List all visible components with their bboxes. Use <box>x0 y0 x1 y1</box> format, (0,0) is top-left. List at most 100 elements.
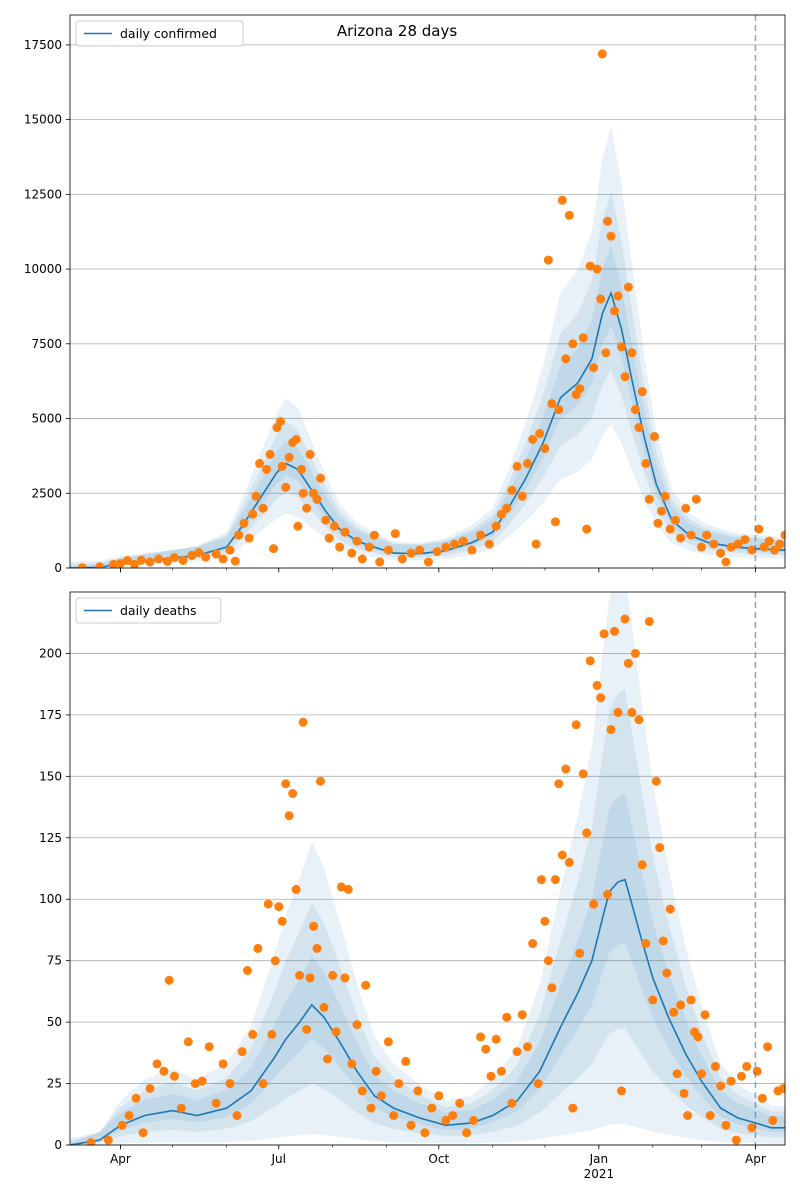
data-point <box>164 975 174 985</box>
data-point <box>775 539 785 549</box>
data-point <box>543 255 553 265</box>
data-point <box>413 1086 423 1096</box>
data-point <box>653 518 663 528</box>
data-point <box>603 889 613 899</box>
data-point <box>298 488 308 498</box>
data-point <box>731 1135 741 1145</box>
y-tick-label: 10000 <box>24 262 62 276</box>
data-point <box>291 435 301 444</box>
data-point <box>152 1059 162 1069</box>
data-point <box>502 503 512 513</box>
y-tick-label: 200 <box>39 646 62 660</box>
data-point <box>269 544 278 554</box>
data-point <box>169 553 179 562</box>
data-point <box>540 443 550 453</box>
data-point <box>705 1111 715 1120</box>
y-tick-label: 15000 <box>24 113 62 127</box>
legend-box <box>75 20 244 47</box>
data-point <box>296 464 306 474</box>
data-point <box>778 1084 785 1093</box>
data-point <box>277 461 287 471</box>
data-point <box>535 429 545 438</box>
data-point <box>540 916 550 926</box>
data-point <box>641 458 651 468</box>
legend-label: daily confirmed <box>120 26 217 41</box>
data-point <box>578 333 588 343</box>
data-point <box>617 342 626 352</box>
data-point <box>592 680 602 690</box>
data-point <box>481 1044 491 1054</box>
data-point <box>371 1066 381 1076</box>
data-point <box>578 769 588 779</box>
data-point <box>693 1032 703 1042</box>
data-point <box>277 916 287 926</box>
data-point <box>232 1111 242 1120</box>
data-point <box>517 491 527 501</box>
data-point <box>613 291 623 301</box>
uncertainty-band <box>70 592 785 1145</box>
data-point <box>599 629 609 639</box>
data-point <box>533 1079 543 1089</box>
data-point <box>512 461 522 471</box>
data-point <box>117 1120 127 1130</box>
data-point <box>617 1086 626 1096</box>
data-point <box>218 1059 228 1069</box>
data-point <box>710 1061 720 1071</box>
data-point <box>623 658 633 668</box>
data-point <box>610 626 619 636</box>
data-point <box>340 973 350 983</box>
data-point <box>681 503 691 513</box>
data-point <box>95 562 105 568</box>
data-point <box>328 970 338 980</box>
data-point <box>298 717 308 727</box>
data-point <box>634 715 644 725</box>
legend: daily deaths <box>75 597 222 624</box>
data-point <box>606 725 616 735</box>
data-point <box>740 535 750 545</box>
data-point <box>194 548 204 557</box>
data-point <box>281 482 291 492</box>
data-point <box>484 539 494 549</box>
data-point <box>582 524 592 534</box>
axes-frame <box>69 591 786 1146</box>
data-point <box>295 970 305 980</box>
data-point <box>613 707 623 717</box>
data-point <box>564 857 574 867</box>
data-point <box>103 1135 113 1145</box>
data-point <box>496 509 506 519</box>
confirmed-panel: 0 2500 5000 7500 10000 12500 15000 17500 daily c… <box>24 14 786 575</box>
data-point <box>441 1115 451 1125</box>
data-point <box>770 545 780 555</box>
data-point <box>517 1010 527 1020</box>
data-point <box>575 948 585 958</box>
uncertainty-band <box>70 793 785 1145</box>
data-point <box>178 556 188 565</box>
data-point <box>427 1103 437 1113</box>
data-point <box>648 995 658 1005</box>
data-point <box>575 384 585 394</box>
data-point <box>568 1103 578 1113</box>
data-point <box>361 980 371 990</box>
data-point <box>225 1079 235 1089</box>
uncertainty-band <box>70 689 785 1145</box>
data-point <box>145 557 155 567</box>
data-point <box>606 231 616 241</box>
data-point <box>109 559 118 568</box>
data-point <box>547 399 557 409</box>
data-point <box>630 405 640 415</box>
data-point <box>585 656 595 666</box>
data-point <box>390 529 400 539</box>
data-point <box>554 779 564 789</box>
data-point <box>197 1076 207 1086</box>
data-point <box>754 524 764 534</box>
data-point <box>528 435 538 444</box>
data-point <box>507 485 517 495</box>
y-tick-label: 7500 <box>31 337 62 351</box>
data-point <box>211 549 221 559</box>
data-point <box>375 557 385 567</box>
data-point <box>630 648 640 658</box>
data-point <box>582 828 592 838</box>
data-point <box>450 539 459 549</box>
data-point <box>329 521 339 531</box>
